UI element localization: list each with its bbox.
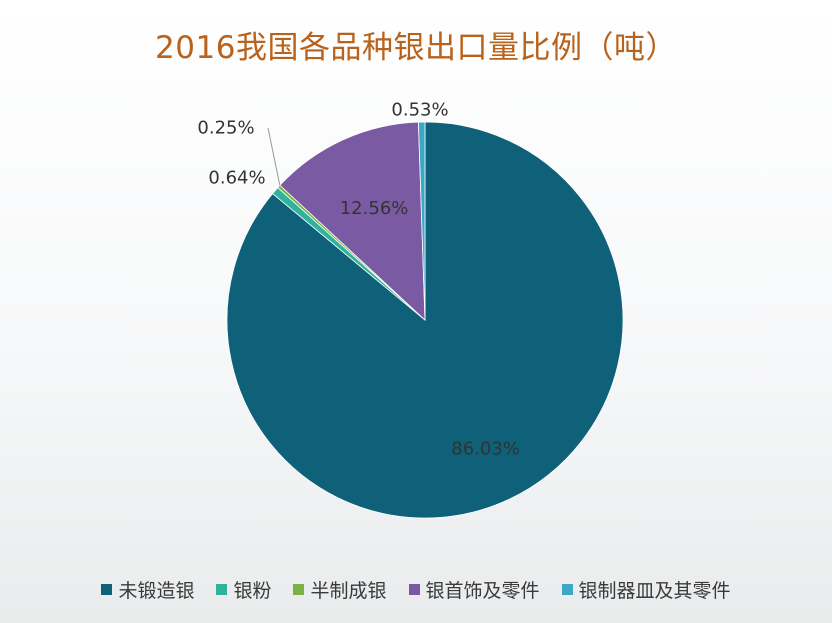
legend-item-2: 银粉: [216, 576, 271, 603]
legend-swatch: [293, 583, 305, 595]
legend-swatch: [561, 583, 573, 595]
legend-swatch: [101, 583, 113, 595]
pie-slice-1: [226, 121, 624, 519]
legend-item-4: 银首饰及零件: [408, 576, 540, 603]
legend-label: 银粉: [233, 579, 272, 602]
data-label-4: 12.56%: [340, 198, 409, 219]
data-label-3: 0.25%: [197, 118, 254, 139]
chart-legend: 未锻造银 银粉 半制成银 银首饰及零件 银制器皿及其零件: [0, 574, 832, 604]
legend-item-1: 未锻造银: [101, 576, 194, 603]
legend-swatch: [216, 583, 228, 595]
pie-slice-5: [417, 121, 426, 321]
data-label-5: 0.53%: [391, 100, 448, 121]
legend-label: 半制成银: [310, 579, 387, 602]
legend-label: 未锻造银: [118, 579, 195, 602]
leader-line-3: [267, 127, 281, 188]
legend-label: 银制器皿及其零件: [578, 579, 731, 602]
data-label-2: 0.64%: [208, 168, 265, 189]
legend-swatch: [408, 583, 420, 595]
data-label-1: 86.03%: [451, 439, 520, 460]
legend-label: 银首饰及零件: [425, 579, 540, 602]
legend-item-5: 银制器皿及其零件: [561, 576, 731, 603]
legend-item-3: 半制成银: [293, 576, 387, 603]
chart-title: 2016我国各品种银出口量比例（吨）: [155, 30, 677, 66]
pie-slice-4: [279, 121, 426, 321]
